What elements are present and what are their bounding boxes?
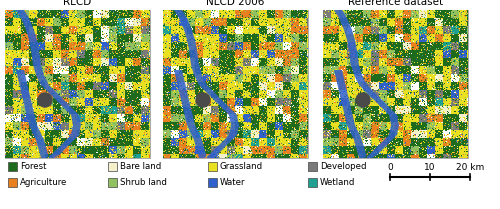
Bar: [8, 162, 17, 171]
Text: 0: 0: [387, 163, 393, 172]
Bar: [163, 10, 308, 158]
Bar: [323, 10, 468, 158]
Bar: [208, 178, 217, 187]
Polygon shape: [334, 10, 399, 158]
Text: Wetland: Wetland: [320, 178, 356, 187]
Circle shape: [356, 93, 370, 107]
Polygon shape: [174, 10, 239, 158]
Text: Developed: Developed: [320, 162, 366, 171]
Text: Agriculture: Agriculture: [20, 178, 68, 187]
Text: Grassland: Grassland: [220, 162, 263, 171]
Bar: [5, 10, 150, 158]
Bar: [208, 162, 217, 171]
Bar: [108, 162, 117, 171]
Circle shape: [196, 93, 210, 107]
Bar: [308, 178, 317, 187]
Bar: [108, 178, 117, 187]
Circle shape: [38, 93, 52, 107]
Text: RLCD: RLCD: [64, 0, 92, 7]
Text: 20 km: 20 km: [456, 163, 484, 172]
Text: Shrub land: Shrub land: [120, 178, 167, 187]
Text: 10: 10: [424, 163, 436, 172]
Text: Water: Water: [220, 178, 246, 187]
Bar: [308, 162, 317, 171]
Bar: [8, 178, 17, 187]
Text: Reference dataset: Reference dataset: [348, 0, 443, 7]
Text: Forest: Forest: [20, 162, 46, 171]
Polygon shape: [16, 10, 81, 158]
Text: NLCD 2006: NLCD 2006: [206, 0, 264, 7]
Text: Bare land: Bare land: [120, 162, 161, 171]
